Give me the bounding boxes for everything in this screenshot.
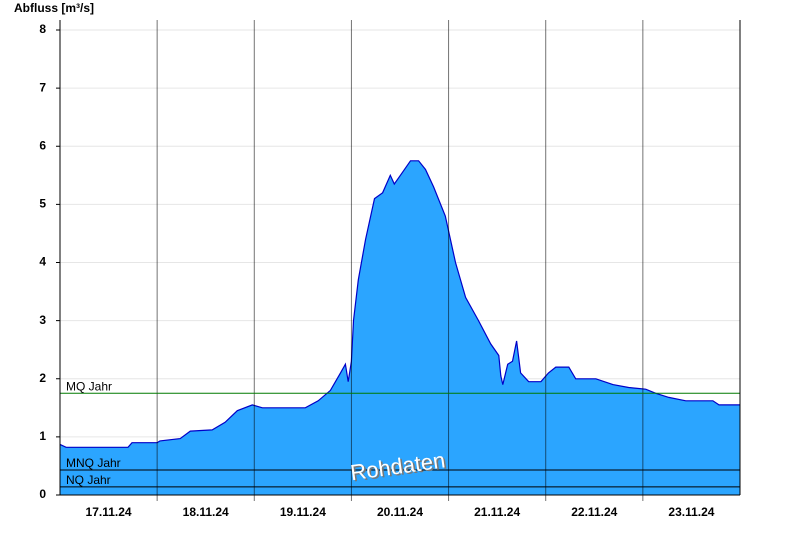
reference-label: NQ Jahr: [66, 473, 111, 487]
x-tick-label: 18.11.24: [183, 505, 229, 519]
y-tick-label: 7: [39, 80, 46, 94]
x-tick-label: 22.11.24: [571, 505, 617, 519]
x-tick-label: 17.11.24: [86, 505, 132, 519]
area-fill: [60, 160, 740, 496]
y-tick-label: 0: [39, 487, 46, 501]
y-tick-label: 4: [39, 255, 46, 269]
x-tick-label: 21.11.24: [474, 505, 520, 519]
y-tick-label: 5: [39, 197, 46, 211]
y-tick-label: 6: [39, 138, 46, 152]
y-tick-label: 3: [39, 313, 46, 327]
y-axis-title: Abfluss [m³/s]: [14, 1, 94, 15]
y-tick-label: 1: [39, 429, 46, 443]
reference-label: MNQ Jahr: [66, 456, 121, 470]
y-tick-label: 2: [39, 371, 46, 385]
x-tick-label: 20.11.24: [377, 505, 423, 519]
reference-label: MQ Jahr: [66, 379, 112, 393]
y-tick-label: 8: [39, 22, 46, 36]
x-tick-label: 23.11.24: [668, 505, 714, 519]
x-tick-label: 19.11.24: [280, 505, 326, 519]
area-line: [59, 160, 740, 448]
